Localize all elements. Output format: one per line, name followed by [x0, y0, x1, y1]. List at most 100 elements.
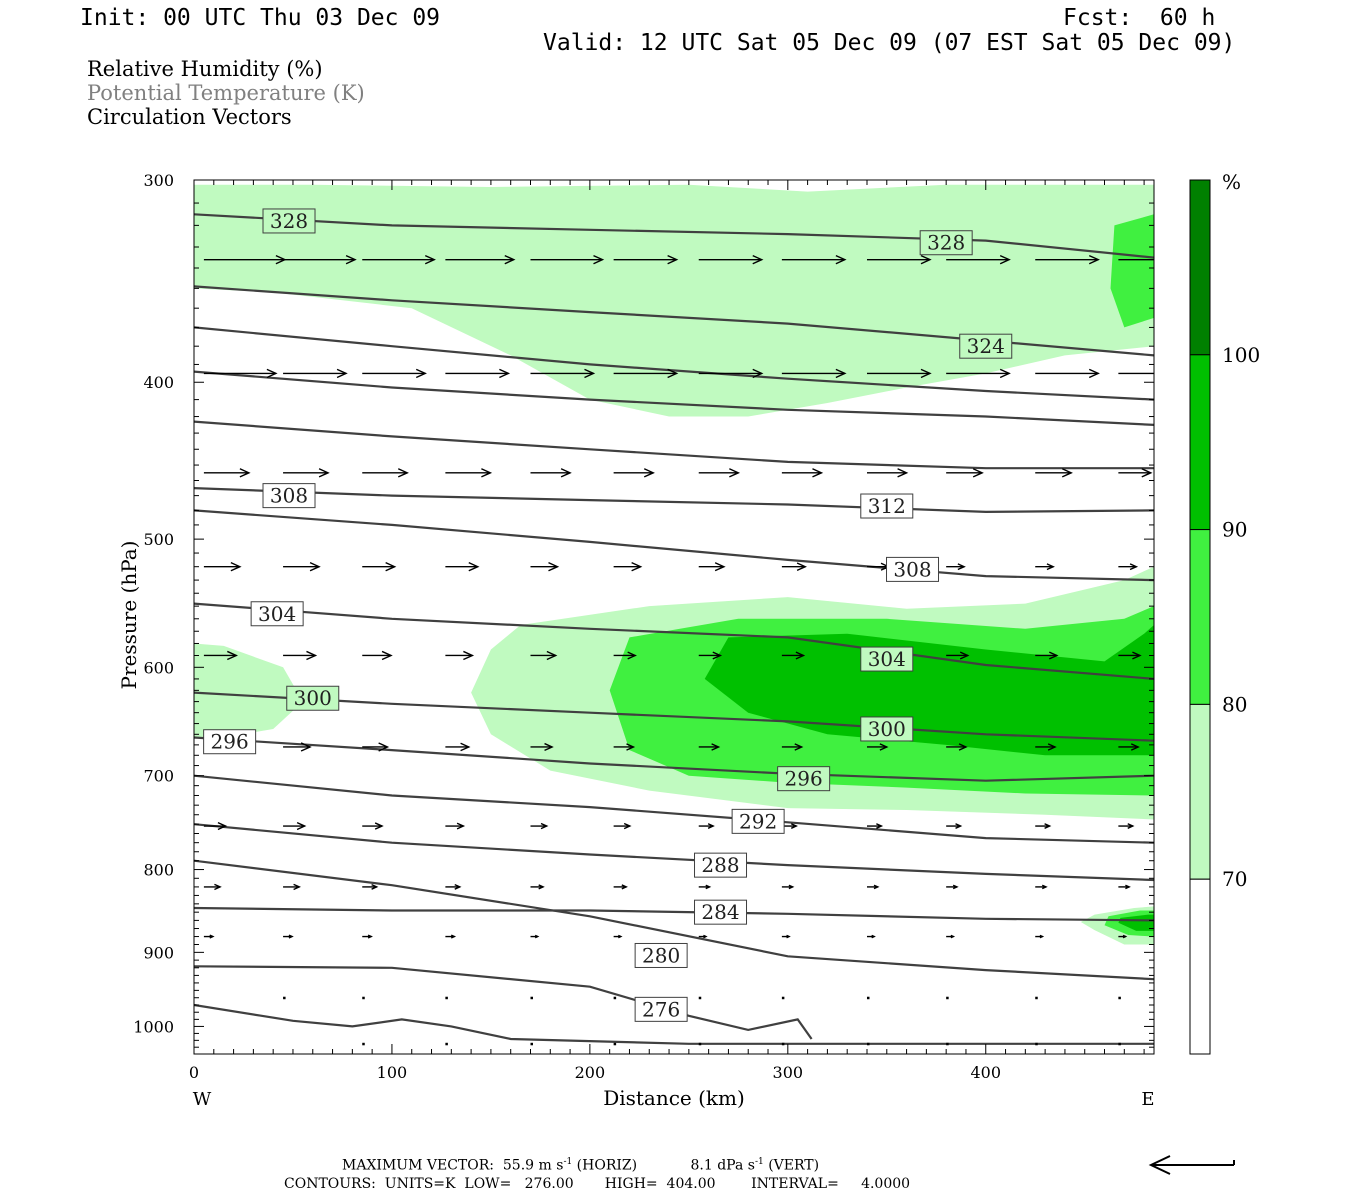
vert-tag: (VERT) — [768, 1157, 820, 1174]
vector-4-0 — [203, 650, 239, 661]
vector-2-4 — [530, 468, 572, 478]
vector-7-4 — [530, 884, 545, 890]
y-tick-label-300: 300 — [143, 171, 174, 190]
contour-label-16: 288 — [701, 853, 739, 877]
vector-7-0 — [203, 883, 222, 891]
vector-0-4 — [530, 254, 605, 265]
x-tick-label-400: 400 — [970, 1063, 1001, 1082]
vector-6-10 — [1035, 823, 1052, 829]
y-tick-label-900: 900 — [143, 943, 174, 962]
rh-region-8 — [1118, 914, 1154, 931]
vector-8-0 — [203, 934, 215, 939]
vector-8-10 — [1035, 934, 1045, 939]
horiz-value: 55.9 — [502, 1157, 535, 1174]
x-tick-label-200: 200 — [575, 1063, 606, 1082]
vector-3-7 — [781, 562, 807, 572]
vector-10-6 — [866, 1042, 870, 1046]
vector-8-11 — [1118, 934, 1128, 939]
vector-9-3 — [530, 996, 533, 1000]
horiz-exp: -1 — [563, 1157, 573, 1167]
vector-1-4 — [530, 368, 596, 379]
vector-9-4 — [613, 996, 617, 1000]
vector-7-8 — [866, 884, 880, 890]
vector-9-7 — [866, 996, 870, 1000]
vector-10-0 — [362, 1042, 365, 1046]
vert-exp: -1 — [754, 1157, 764, 1167]
vector-0-5 — [613, 254, 679, 265]
vector-10-9 — [1118, 1042, 1121, 1046]
vector-2-0 — [203, 468, 251, 478]
theta-contour-17 — [194, 906, 1154, 922]
vector-8-3 — [445, 934, 457, 939]
vector-6-8 — [866, 823, 884, 829]
vector-2-11 — [1118, 468, 1153, 478]
forecast-hour: Fcst: 60 h — [1063, 5, 1216, 31]
contour-label-11: 300 — [294, 686, 332, 710]
y-tick-label-500: 500 — [143, 530, 174, 549]
y-tick-label-600: 600 — [143, 658, 174, 677]
vector-0-6 — [698, 254, 764, 265]
contour-label-8: 308 — [893, 557, 931, 581]
vector-4-2 — [362, 650, 393, 661]
vector-10-1 — [445, 1042, 448, 1046]
theta-contour-13 — [194, 736, 1154, 782]
max-vector-line: MAXIMUM VECTOR: 55.9 m s-1 (HORIZ) 8.1 d… — [342, 1157, 819, 1174]
max-vector-label: MAXIMUM VECTOR: — [342, 1157, 494, 1174]
rh-region-1 — [1110, 214, 1154, 328]
vector-4-11 — [1118, 651, 1142, 660]
vector-8-5 — [613, 934, 623, 939]
colorbar-segment-3 — [1189, 703, 1211, 880]
vector-4-5 — [613, 651, 637, 660]
axes: 300 400 500 600 700 800 900 1000 0 100 200 300 400 — [133, 171, 1154, 1082]
reference-vector-arrow — [1148, 1155, 1235, 1175]
contour-label-box-2 — [959, 333, 1013, 359]
vector-10-5 — [781, 1042, 785, 1046]
vector-9-0 — [283, 996, 286, 1000]
vector-9-8 — [946, 996, 949, 1000]
contour-label-box-10 — [860, 646, 914, 672]
vector-6-5 — [613, 822, 632, 830]
vector-10-3 — [613, 1042, 617, 1046]
theta-contour-8 — [194, 509, 1154, 582]
theta-contour-5 — [194, 420, 1154, 470]
vector-10-2 — [530, 1042, 533, 1046]
y-tick-label-1000: 1000 — [133, 1017, 174, 1036]
vector-1-5 — [613, 368, 679, 379]
contour-label-box-11 — [286, 685, 340, 711]
rh-region-3 — [194, 643, 303, 739]
vector-7-1 — [283, 883, 301, 891]
vector-6-6 — [698, 823, 715, 829]
contour-label-19: 276 — [642, 997, 680, 1021]
vector-2-8 — [866, 468, 909, 478]
vector-3-1 — [283, 562, 321, 572]
x-tick-label-0: 0 — [189, 1063, 199, 1082]
vector-5-6 — [698, 743, 721, 751]
contour-label-box-17 — [694, 899, 748, 925]
vector-0-3 — [445, 254, 516, 265]
vector-0-7 — [781, 254, 847, 265]
vector-3-3 — [445, 562, 480, 572]
contour-label-7: 308 — [270, 484, 308, 508]
theta-contour-2 — [194, 285, 1154, 357]
contour-label-box-6 — [860, 493, 914, 519]
vector-3-5 — [613, 562, 643, 572]
vector-2-7 — [781, 468, 824, 478]
colorbar: % 100 90 80 70 — [1189, 170, 1260, 1055]
valid-time: Valid: 12 UTC Sat 05 Dec 09 (07 EST Sat … — [543, 30, 1236, 56]
vector-5-2 — [362, 742, 390, 752]
colorbar-segment-0 — [1189, 179, 1211, 356]
vector-8-2 — [362, 934, 373, 939]
vector-5-10 — [1035, 743, 1057, 751]
vector-2-2 — [362, 468, 409, 478]
vector-4-7 — [781, 651, 806, 660]
vector-3-11 — [1118, 563, 1139, 571]
vector-3-9 — [946, 563, 966, 571]
theta-contour-16 — [194, 823, 1154, 882]
vector-8-6 — [698, 934, 708, 939]
theta-contour-6 — [194, 487, 1154, 514]
vector-10-8 — [1035, 1042, 1038, 1046]
vector-1-8 — [866, 368, 932, 379]
vector-0-10 — [1035, 254, 1100, 265]
contour-label-box-13 — [203, 729, 257, 755]
contour-label-2: 324 — [967, 334, 1005, 358]
